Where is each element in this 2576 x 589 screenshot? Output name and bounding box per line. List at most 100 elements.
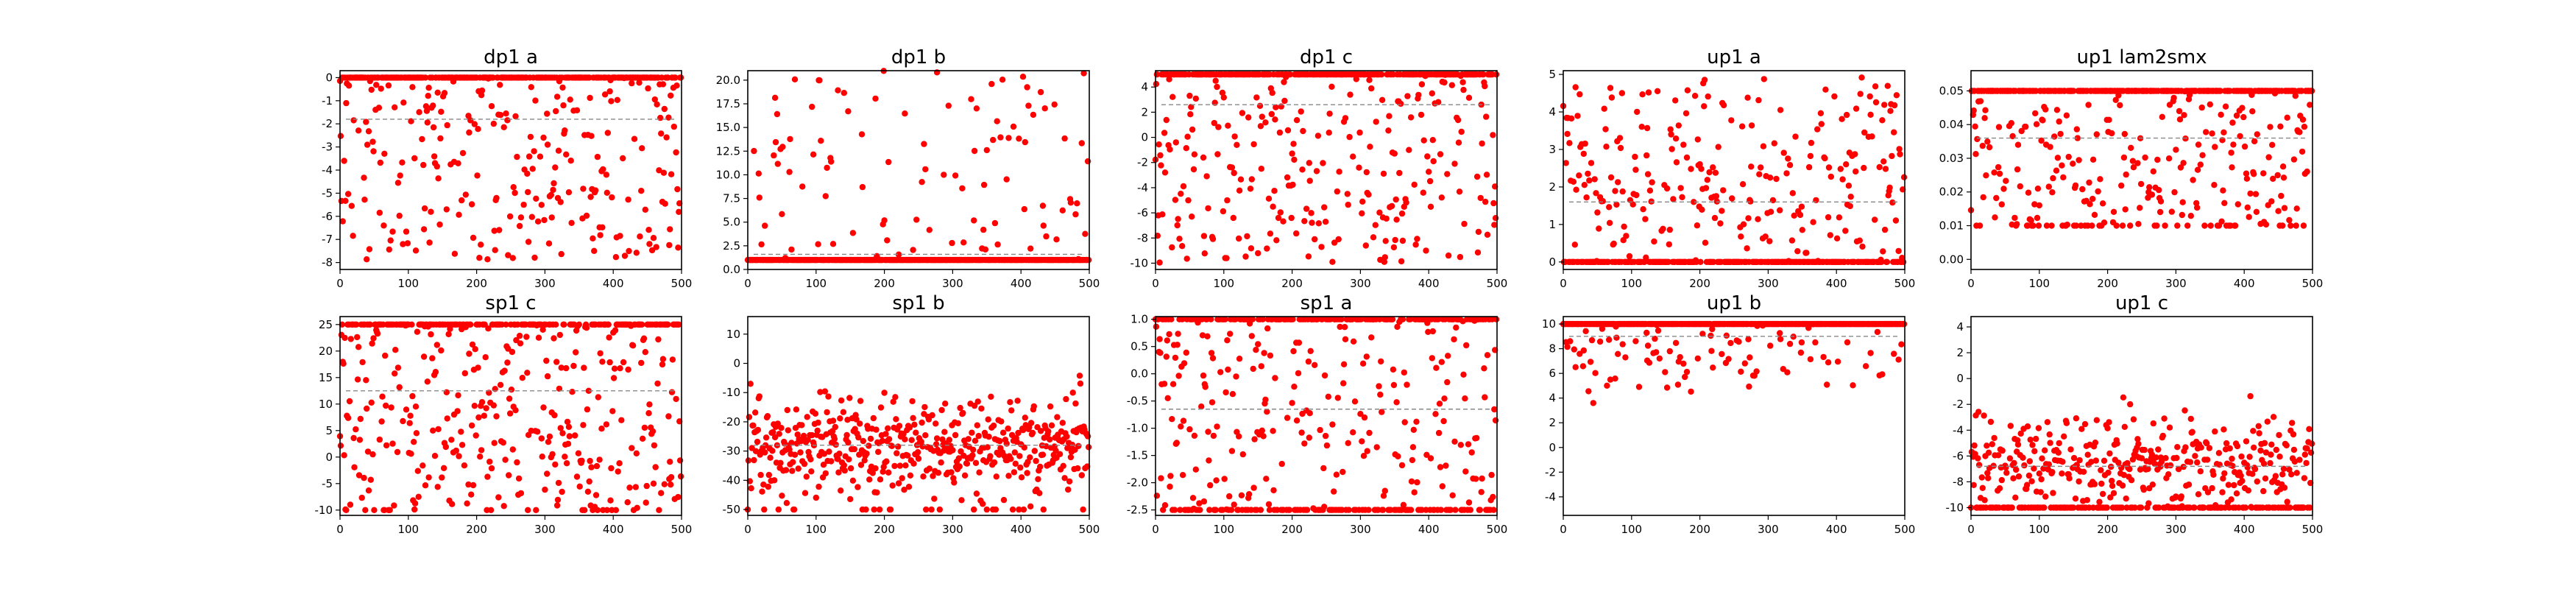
data-point — [809, 103, 815, 110]
data-point — [1758, 164, 1764, 171]
data-point — [1253, 94, 1260, 101]
data-point — [1807, 356, 1814, 363]
data-point — [909, 398, 916, 405]
data-point — [1571, 241, 1578, 248]
data-point — [871, 506, 877, 513]
data-point — [1635, 384, 1643, 390]
data-point — [1983, 172, 1989, 179]
data-point — [429, 355, 436, 361]
panel-title: up1 c — [2115, 292, 2168, 314]
x-tick-label: 100 — [1213, 523, 1234, 536]
data-point — [357, 415, 364, 423]
data-point — [1418, 111, 1425, 119]
data-point — [383, 442, 390, 449]
data-point — [2180, 160, 2187, 166]
data-point — [2104, 425, 2111, 431]
data-point — [1334, 395, 1342, 401]
data-point — [1672, 135, 1680, 142]
data-point — [1265, 501, 1273, 508]
data-point — [1228, 507, 1235, 513]
data-point — [1616, 135, 1624, 141]
data-point — [1222, 389, 1229, 396]
data-point — [1979, 484, 1986, 491]
data-point — [1011, 469, 1018, 476]
panel-title: up1 b — [1707, 292, 1761, 314]
data-point — [661, 105, 668, 113]
data-point — [555, 147, 562, 154]
data-point — [1039, 202, 1047, 209]
data-point — [1217, 369, 1224, 375]
data-point — [665, 321, 671, 328]
data-point — [1293, 417, 1301, 424]
data-point — [1490, 132, 1496, 138]
data-point — [1307, 348, 1314, 354]
data-point — [476, 255, 483, 261]
y-tick-label: 5.0 — [723, 216, 740, 229]
data-point — [1359, 360, 1367, 367]
data-point — [2198, 104, 2205, 111]
data-point — [416, 109, 422, 116]
data-point — [605, 321, 612, 328]
data-point — [1839, 116, 1845, 122]
data-point — [854, 484, 861, 490]
data-point — [2101, 219, 2108, 226]
data-point — [933, 435, 941, 442]
data-point — [1842, 228, 1849, 234]
data-point — [1206, 457, 1212, 464]
data-point — [573, 349, 579, 356]
x-tick-label: 200 — [1281, 277, 1303, 290]
data-point — [576, 483, 583, 490]
data-point — [545, 439, 552, 445]
data-point — [1238, 492, 1245, 498]
y-tick-label: 7.5 — [723, 192, 740, 205]
data-point — [1381, 254, 1389, 261]
data-point — [1467, 507, 1474, 513]
data-point — [673, 82, 680, 89]
data-point — [2050, 174, 2056, 182]
data-point — [459, 149, 467, 157]
data-point — [910, 247, 916, 253]
data-point — [1362, 242, 1370, 249]
data-point — [1814, 126, 1821, 133]
data-point — [514, 153, 520, 161]
data-point — [544, 141, 551, 148]
data-point — [822, 470, 829, 477]
data-point — [1791, 212, 1797, 219]
data-point — [1409, 456, 1416, 464]
data-point — [965, 436, 972, 442]
data-point — [872, 465, 879, 472]
data-point — [1702, 185, 1710, 191]
x-tick-label: 500 — [1487, 277, 1508, 290]
data-point — [422, 482, 429, 489]
data-point — [541, 216, 548, 224]
data-point — [1051, 101, 1058, 108]
data-point — [2157, 198, 2165, 205]
data-point — [949, 447, 956, 454]
data-point — [933, 420, 939, 427]
data-point — [501, 367, 508, 374]
data-point — [1334, 188, 1341, 195]
data-point — [2249, 108, 2256, 115]
data-point — [1593, 190, 1599, 197]
data-point — [1465, 94, 1473, 101]
data-point — [1613, 334, 1620, 341]
data-point — [1364, 448, 1370, 454]
data-point — [1045, 428, 1052, 435]
data-point — [366, 246, 373, 253]
data-point — [1284, 127, 1292, 134]
data-point — [2252, 191, 2260, 197]
data-point — [1161, 130, 1168, 136]
data-point — [576, 321, 582, 328]
data-point — [1739, 181, 1747, 188]
data-point — [1976, 222, 1984, 229]
data-point — [533, 507, 539, 513]
data-point — [1221, 476, 1228, 482]
data-point — [2176, 107, 2183, 115]
data-point — [1843, 161, 1850, 168]
data-point — [1492, 417, 1499, 424]
data-point — [1379, 96, 1386, 103]
data-point — [1615, 179, 1621, 186]
data-point — [557, 199, 564, 205]
data-point — [2044, 419, 2051, 426]
data-point — [2000, 186, 2007, 192]
